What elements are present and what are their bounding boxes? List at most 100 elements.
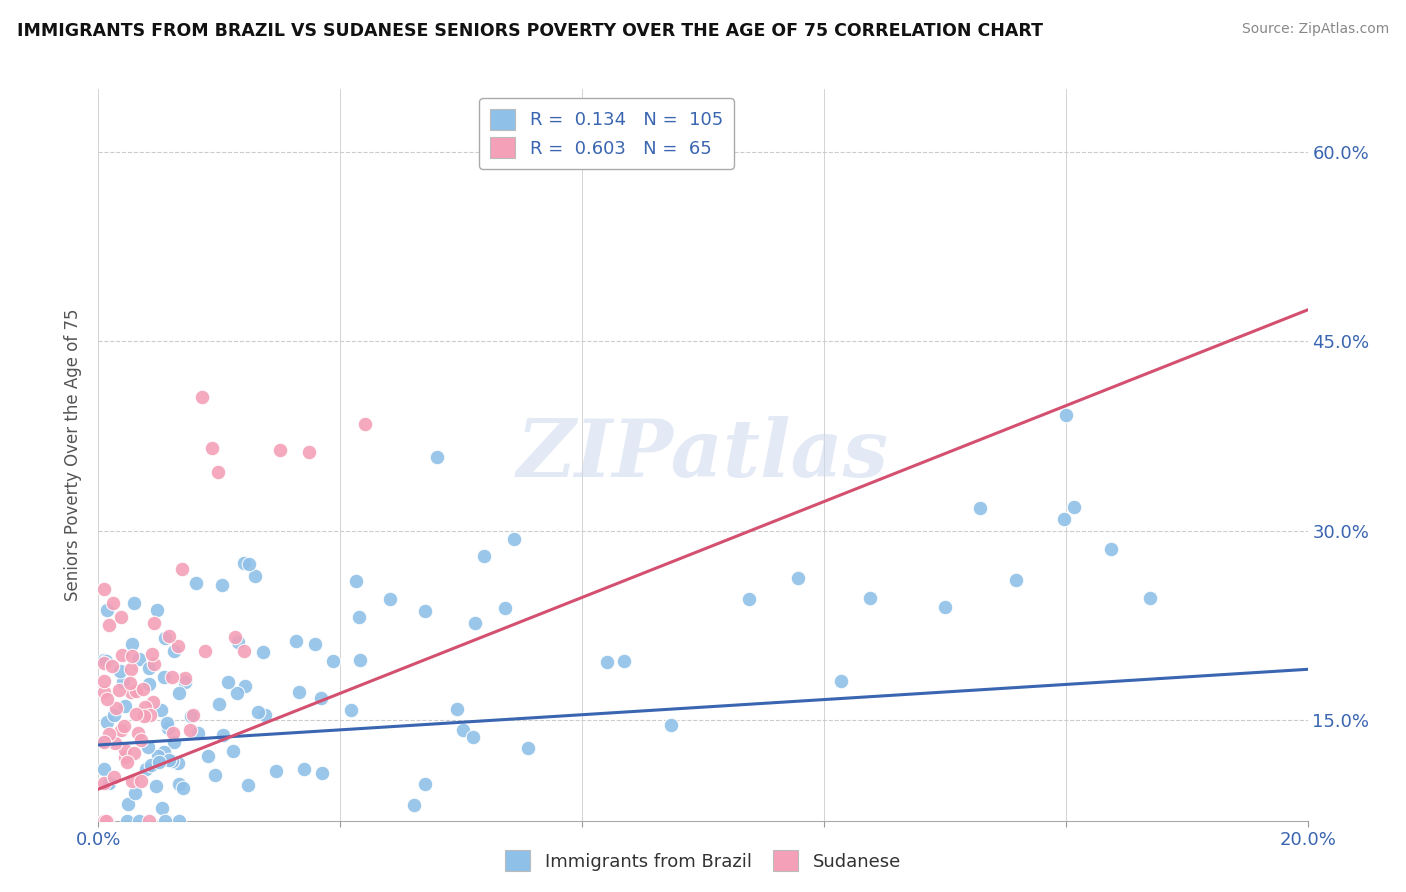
Point xyxy=(108,683,131,698)
Point xyxy=(264,764,287,779)
Point xyxy=(1004,573,1026,587)
Point xyxy=(413,604,436,618)
Point xyxy=(94,654,117,668)
Point xyxy=(191,390,214,404)
Text: ZIPatlas: ZIPatlas xyxy=(517,417,889,493)
Point xyxy=(253,708,276,723)
Point xyxy=(129,774,152,789)
Point xyxy=(211,578,233,592)
Point xyxy=(207,465,229,479)
Point xyxy=(93,582,115,596)
Text: IMMIGRANTS FROM BRAZIL VS SUDANESE SENIORS POVERTY OVER THE AGE OF 75 CORRELATIO: IMMIGRANTS FROM BRAZIL VS SUDANESE SENIO… xyxy=(17,22,1043,40)
Point xyxy=(236,778,259,792)
Point xyxy=(117,755,139,769)
Point xyxy=(378,592,401,607)
Point xyxy=(96,715,118,730)
Point xyxy=(93,684,115,698)
Point xyxy=(516,740,538,755)
Point xyxy=(125,707,148,722)
Point xyxy=(121,774,143,789)
Point xyxy=(157,753,180,767)
Point xyxy=(93,674,115,689)
Point xyxy=(787,571,810,585)
Point xyxy=(139,707,162,722)
Point xyxy=(138,677,160,691)
Point xyxy=(309,691,332,706)
Point xyxy=(285,634,308,648)
Point xyxy=(101,596,124,610)
Point xyxy=(115,814,138,828)
Legend: Immigrants from Brazil, Sudanese: Immigrants from Brazil, Sudanese xyxy=(498,843,908,879)
Legend: R =  0.134   N =  105, R =  0.603   N =  65: R = 0.134 N = 105, R = 0.603 N = 65 xyxy=(479,98,734,169)
Point xyxy=(197,748,219,763)
Point xyxy=(269,443,291,458)
Point xyxy=(110,723,132,737)
Point xyxy=(169,814,191,828)
Point xyxy=(204,768,226,782)
Point xyxy=(212,728,235,742)
Point xyxy=(124,746,146,760)
Point xyxy=(288,684,311,698)
Point xyxy=(830,674,852,689)
Point xyxy=(659,717,682,731)
Point xyxy=(121,649,143,664)
Point xyxy=(451,723,474,738)
Point xyxy=(142,695,165,709)
Point xyxy=(426,450,449,464)
Point xyxy=(93,776,115,790)
Point xyxy=(112,675,135,690)
Point xyxy=(129,733,152,747)
Point xyxy=(96,603,118,617)
Point xyxy=(354,417,377,431)
Point xyxy=(128,814,150,828)
Point xyxy=(1101,541,1123,556)
Point xyxy=(153,670,176,684)
Point xyxy=(322,654,344,668)
Point xyxy=(502,532,524,546)
Point xyxy=(93,656,115,670)
Point xyxy=(292,762,315,776)
Point xyxy=(93,653,115,667)
Point xyxy=(201,441,224,455)
Point xyxy=(114,699,136,714)
Point xyxy=(111,648,134,663)
Point xyxy=(103,770,125,784)
Point xyxy=(181,708,204,723)
Point xyxy=(1054,408,1077,422)
Point xyxy=(464,615,486,630)
Point xyxy=(969,500,991,515)
Point xyxy=(100,659,122,673)
Point xyxy=(167,777,190,791)
Point xyxy=(494,601,516,615)
Point xyxy=(114,749,136,764)
Point xyxy=(174,674,197,689)
Point xyxy=(153,745,176,759)
Point xyxy=(238,557,260,571)
Point xyxy=(124,786,146,800)
Point xyxy=(404,798,426,813)
Point xyxy=(340,703,363,717)
Point xyxy=(235,679,257,693)
Point xyxy=(148,755,170,769)
Point xyxy=(136,740,159,755)
Point xyxy=(138,814,160,828)
Point xyxy=(252,645,274,659)
Point xyxy=(217,674,239,689)
Point xyxy=(104,700,127,714)
Point xyxy=(156,721,179,735)
Point xyxy=(245,568,267,582)
Point xyxy=(135,762,157,776)
Point xyxy=(738,591,761,606)
Point xyxy=(163,643,186,657)
Point xyxy=(162,670,184,684)
Point xyxy=(112,719,135,733)
Point xyxy=(93,735,115,749)
Point xyxy=(298,445,321,459)
Point xyxy=(157,629,180,643)
Point xyxy=(93,814,115,828)
Point xyxy=(446,702,468,716)
Point xyxy=(1053,512,1076,526)
Point xyxy=(97,618,120,632)
Point xyxy=(155,631,177,645)
Point xyxy=(186,576,208,591)
